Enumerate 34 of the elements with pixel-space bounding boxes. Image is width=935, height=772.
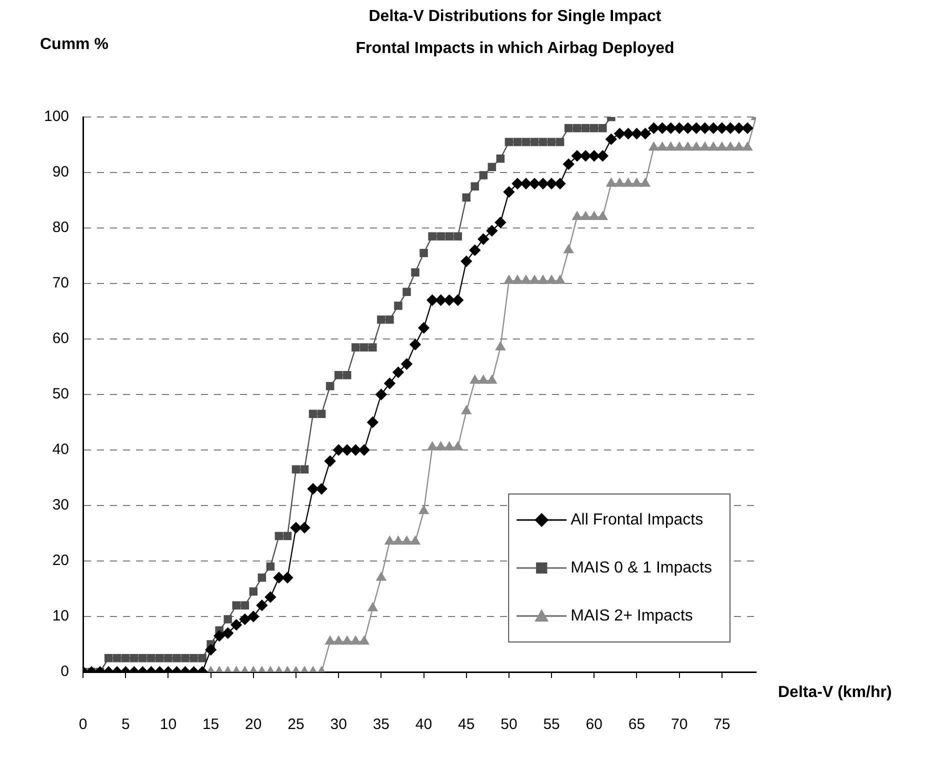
legend-label: MAIS 0 & 1 Impacts — [570, 559, 712, 576]
x-axis-title: Delta-V (km/hr) — [778, 684, 892, 702]
y-tick-label: 0 — [60, 663, 70, 680]
x-tick-label: 55 — [543, 716, 560, 734]
y-tick-label: 50 — [52, 386, 70, 403]
y-tick-label: 20 — [52, 552, 70, 570]
x-tick-label: 70 — [670, 716, 688, 734]
y-tick-label: 60 — [52, 330, 70, 348]
x-tick-label: 45 — [458, 716, 475, 734]
x-tick-label: 75 — [714, 716, 730, 734]
y-axis-title: Cumm % — [40, 36, 108, 54]
chart-title: Delta-V Distributions for Single Impact — [368, 8, 662, 26]
x-tick-label: 50 — [500, 716, 518, 734]
y-tick-label: 70 — [52, 274, 70, 292]
y-tick-label: 10 — [52, 608, 70, 625]
x-tick-label: 65 — [628, 716, 646, 734]
x-tick-label: 35 — [372, 716, 390, 734]
x-tick-label: 30 — [330, 716, 347, 734]
chart-subtitle: Frontal Impacts in which Airbag Deployed — [356, 40, 674, 57]
y-tick-label: 80 — [52, 219, 70, 236]
y-tick-label: 30 — [52, 496, 70, 514]
y-tick-label: 40 — [52, 441, 70, 458]
x-tick-label: 20 — [245, 716, 262, 734]
x-tick-label: 10 — [160, 716, 177, 734]
x-tick-label: 60 — [586, 716, 602, 734]
x-tick-label: 15 — [202, 716, 220, 734]
x-tick-label: 25 — [288, 716, 304, 734]
legend-label: MAIS 2+ Impacts — [570, 607, 693, 624]
x-tick-label: 40 — [415, 716, 432, 734]
y-tick-label: 90 — [52, 164, 70, 181]
x-tick-label: 0 — [78, 716, 88, 734]
y-tick-label: 100 — [44, 108, 70, 126]
x-tick-label: 5 — [121, 716, 130, 734]
legend-label: All Frontal Impacts — [570, 511, 704, 528]
